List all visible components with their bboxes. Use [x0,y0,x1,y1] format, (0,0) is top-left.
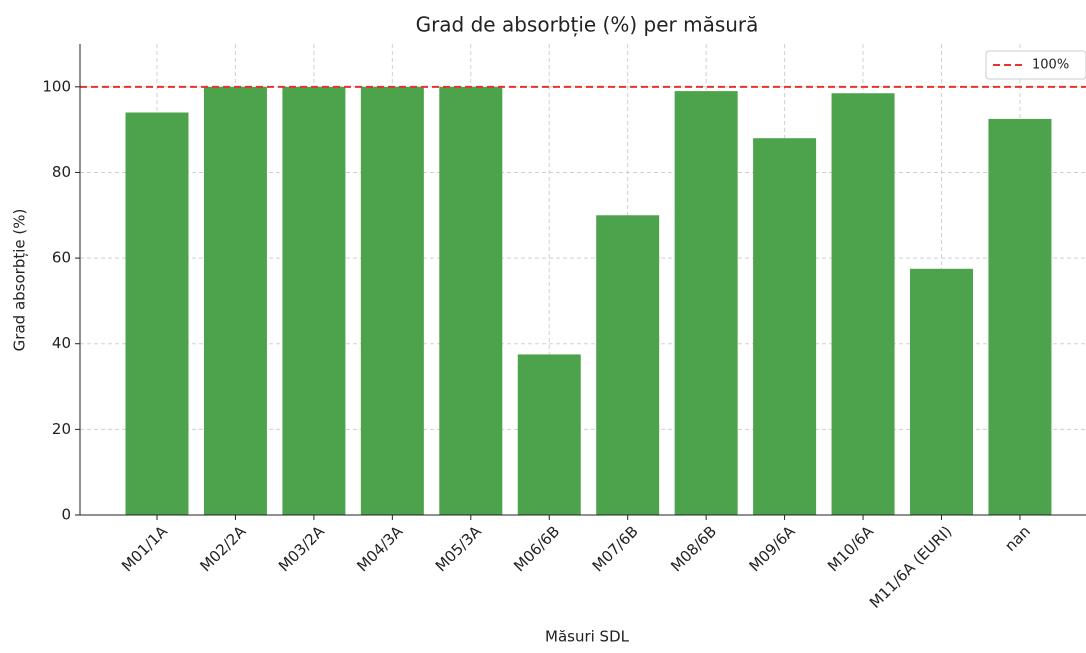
x-tick-label: nan [1001,522,1034,555]
x-tick-label: M07/6B [589,522,642,575]
y-axis-label: Grad absorbție (%) [11,209,29,352]
y-tick-label: 40 [52,334,71,352]
x-tick-label: M09/6A [746,522,799,575]
legend: 100% [985,50,1086,80]
y-tick-label: 100 [42,77,71,95]
x-tick-label: M06/6B [510,522,563,575]
bar [517,354,581,515]
bar [596,215,660,516]
bar [831,93,895,515]
bar [282,86,346,516]
legend-label: 100% [1032,58,1069,73]
bar [125,112,189,515]
y-tick-label: 0 [61,506,71,524]
bar [439,86,503,516]
x-tick-label: M11/6A (EURI) [866,522,956,612]
x-tick-label: M04/3A [353,522,406,575]
bar [203,86,267,516]
x-tick-label: M10/6A [824,522,877,575]
bar [910,268,973,515]
bar [988,118,1052,515]
x-axis-label: Măsuri SDL [545,628,630,646]
chart-title: Grad de absorbție (%) per măsură [416,13,759,37]
y-tick-label: 60 [52,249,71,267]
bar [360,86,424,516]
y-tick-label: 80 [52,163,71,181]
x-tick-label: M08/6B [667,522,720,575]
bar [674,91,738,515]
x-tick-label: M03/2A [275,522,328,575]
x-tick-label: M05/3A [432,522,485,575]
bar [753,138,817,515]
x-tick-label: M01/1A [118,522,171,575]
y-tick-label: 20 [52,420,71,438]
legend-box [985,50,1086,80]
x-tick-label: M02/2A [197,522,250,575]
